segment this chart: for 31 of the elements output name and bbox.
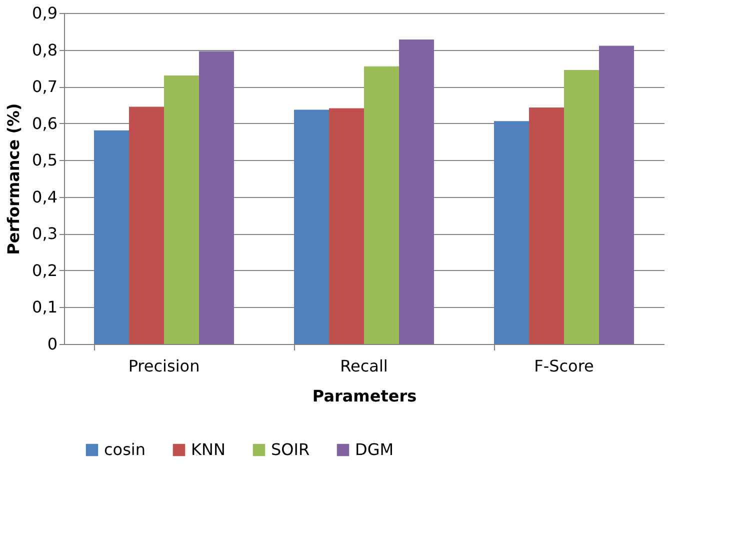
bar [364, 66, 399, 344]
x-tick-label: Recall [340, 356, 388, 376]
legend-label: SOIR [271, 440, 310, 459]
y-axis-title: Performance (%) [4, 103, 24, 255]
bar [529, 108, 564, 344]
x-tick-label: Precision [128, 356, 200, 376]
bar [599, 46, 634, 344]
y-tick-label: 0,6 [32, 114, 58, 133]
y-tick-label: 0,2 [32, 260, 58, 280]
x-tick-label: F-Score [534, 356, 594, 376]
y-tick-label: 0,9 [32, 4, 58, 22]
y-tick-label: 0 [47, 334, 58, 354]
y-tick-label: 0,3 [32, 224, 58, 244]
bar [199, 51, 234, 344]
y-tick-label: 0,4 [32, 187, 58, 206]
bar [294, 110, 329, 344]
x-axis-title: Parameters [312, 386, 417, 406]
y-tick-label: 0,5 [32, 150, 58, 170]
legend-label: DGM [355, 440, 394, 459]
bar [564, 70, 599, 344]
bar [399, 39, 434, 344]
bar [164, 76, 199, 344]
y-tick-label: 0,1 [32, 298, 58, 317]
bar [494, 121, 529, 344]
y-tick-label: 0,7 [32, 77, 58, 96]
y-tick-label: 0,8 [32, 40, 58, 60]
legend-label: cosin [104, 440, 146, 459]
bar [329, 108, 364, 344]
bar [94, 130, 129, 344]
bar [129, 106, 164, 344]
legend-label: KNN [191, 440, 226, 459]
